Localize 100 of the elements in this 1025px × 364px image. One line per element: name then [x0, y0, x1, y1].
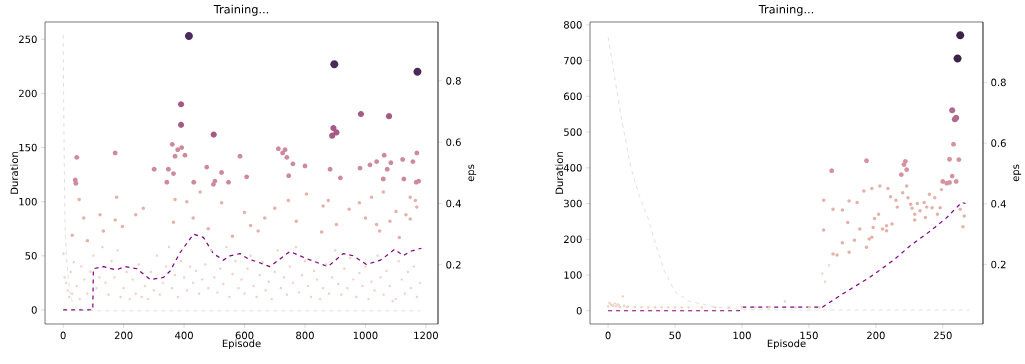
x-tick-label: 150: [800, 331, 818, 340]
point: [413, 67, 422, 76]
point: [858, 227, 862, 231]
point: [818, 306, 821, 309]
y2-tick-label: 0.2: [446, 261, 461, 269]
y2-tick-label: 0.4: [991, 200, 1006, 208]
point: [687, 306, 690, 309]
point: [660, 306, 663, 309]
point: [884, 228, 889, 233]
line-series: [607, 36, 970, 311]
point: [133, 212, 138, 217]
x-tick-label: 50: [669, 331, 681, 340]
point: [397, 235, 402, 240]
point: [953, 54, 962, 63]
point: [794, 306, 797, 309]
point: [286, 173, 292, 179]
y2-tick-label: 0.8: [446, 77, 461, 85]
point: [357, 201, 362, 205]
y2-tick-label: 0.2: [991, 260, 1006, 269]
x-tick-label: 250: [934, 331, 952, 340]
y2-tick-label: 0.6: [991, 139, 1006, 147]
point: [876, 212, 881, 216]
line-series: [607, 201, 967, 312]
point: [120, 224, 125, 229]
x-tick-label: 100: [733, 331, 751, 340]
point: [81, 216, 86, 220]
point: [165, 166, 171, 172]
point: [829, 168, 835, 174]
x-tick-label: 800: [296, 331, 314, 340]
point: [184, 32, 193, 41]
y-tick-label: 200: [564, 235, 582, 244]
y-tick-label: 250: [19, 35, 37, 44]
point: [244, 174, 250, 180]
y-tick-label: 400: [563, 164, 582, 172]
x-tick-label: 0: [605, 331, 611, 340]
x-axis-title: Episode: [767, 339, 806, 350]
point: [947, 156, 952, 162]
y-tick-label: 50: [25, 252, 37, 260]
point: [179, 145, 185, 150]
y-tick-label: 0: [576, 306, 582, 315]
point: [415, 205, 419, 209]
point: [177, 121, 185, 128]
point: [904, 167, 910, 172]
point: [925, 205, 929, 209]
point: [754, 306, 757, 309]
point: [175, 147, 181, 153]
point: [374, 159, 380, 165]
y-tick-label: 300: [564, 199, 582, 208]
point: [888, 195, 893, 199]
point: [864, 158, 869, 164]
point: [956, 31, 965, 40]
point: [949, 107, 956, 114]
point: [326, 198, 330, 203]
y-axis-title: Duration: [555, 152, 564, 194]
point: [177, 101, 185, 108]
point: [821, 198, 826, 203]
point: [230, 234, 235, 239]
point: [330, 60, 339, 69]
point: [884, 223, 889, 228]
point: [852, 238, 857, 243]
point: [915, 201, 920, 206]
point: [242, 210, 247, 215]
point: [171, 220, 176, 224]
point: [871, 225, 875, 230]
point: [219, 201, 224, 205]
y-tick-label: 800: [563, 21, 582, 29]
point: [357, 110, 364, 118]
point: [840, 241, 845, 245]
x-tick-label: 400: [175, 331, 193, 340]
point: [113, 218, 117, 222]
point: [413, 198, 418, 203]
y-tick-label: 100: [564, 271, 582, 279]
point: [388, 219, 392, 223]
point: [927, 192, 932, 196]
point: [930, 206, 934, 210]
point: [369, 195, 374, 200]
y2-axis-title: eps: [468, 164, 477, 182]
point: [275, 146, 281, 152]
point: [847, 199, 851, 203]
point: [835, 253, 839, 257]
point: [939, 187, 944, 192]
point: [831, 252, 835, 256]
x-tick-label: 1200: [414, 331, 438, 340]
y-tick-label: 500: [564, 128, 582, 136]
y2-axis-title: eps: [1013, 164, 1022, 182]
y-tick-label: 600: [564, 92, 582, 101]
chart-title: Training...: [213, 4, 269, 16]
point: [333, 129, 340, 136]
y-tick-label: 0: [31, 306, 37, 314]
point: [961, 225, 965, 229]
y2-tick-label: 0.6: [446, 138, 461, 146]
point: [169, 141, 175, 147]
point: [872, 216, 877, 221]
point: [951, 141, 956, 147]
point: [895, 205, 900, 209]
line-series: [62, 34, 421, 312]
chart-title: Training...: [758, 4, 814, 16]
point: [846, 220, 850, 225]
point: [347, 207, 351, 211]
point: [85, 238, 90, 243]
